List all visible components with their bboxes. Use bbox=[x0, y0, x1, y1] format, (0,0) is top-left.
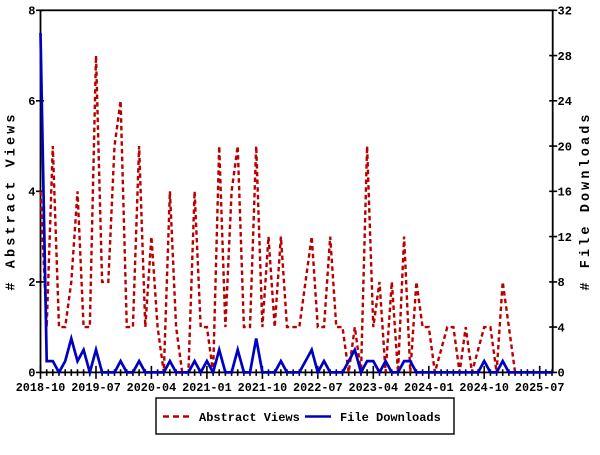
svg-text:2: 2 bbox=[28, 276, 35, 290]
svg-text:6: 6 bbox=[28, 95, 35, 109]
svg-text:20: 20 bbox=[558, 140, 572, 154]
svg-text:24: 24 bbox=[558, 95, 572, 109]
svg-text:2018-10: 2018-10 bbox=[16, 381, 66, 395]
svg-text:8: 8 bbox=[28, 5, 35, 19]
svg-text:8: 8 bbox=[558, 276, 565, 290]
svg-text:4: 4 bbox=[558, 321, 565, 335]
svg-text:2025-07: 2025-07 bbox=[515, 381, 565, 395]
svg-text:2020-04: 2020-04 bbox=[127, 381, 177, 395]
svg-text:32: 32 bbox=[558, 5, 572, 19]
svg-text:2019-07: 2019-07 bbox=[71, 381, 121, 395]
svg-text:0: 0 bbox=[558, 367, 565, 381]
svg-text:2021-01: 2021-01 bbox=[182, 381, 232, 395]
svg-text:# Abstract Views: # Abstract Views bbox=[5, 111, 20, 290]
svg-text:4: 4 bbox=[28, 186, 35, 200]
svg-text:0: 0 bbox=[28, 367, 35, 381]
svg-text:File Downloads: File Downloads bbox=[340, 411, 441, 425]
svg-text:12: 12 bbox=[558, 231, 572, 245]
svg-text:2022-07: 2022-07 bbox=[293, 381, 343, 395]
svg-text:2021-10: 2021-10 bbox=[238, 381, 288, 395]
svg-text:2024-01: 2024-01 bbox=[404, 381, 454, 395]
svg-text:2024-10: 2024-10 bbox=[459, 381, 509, 395]
svg-text:16: 16 bbox=[558, 186, 572, 200]
svg-text:Abstract Views: Abstract Views bbox=[199, 411, 300, 425]
svg-text:28: 28 bbox=[558, 50, 572, 64]
svg-text:2023-04: 2023-04 bbox=[349, 381, 399, 395]
svg-text:# File Downloads: # File Downloads bbox=[579, 111, 594, 290]
